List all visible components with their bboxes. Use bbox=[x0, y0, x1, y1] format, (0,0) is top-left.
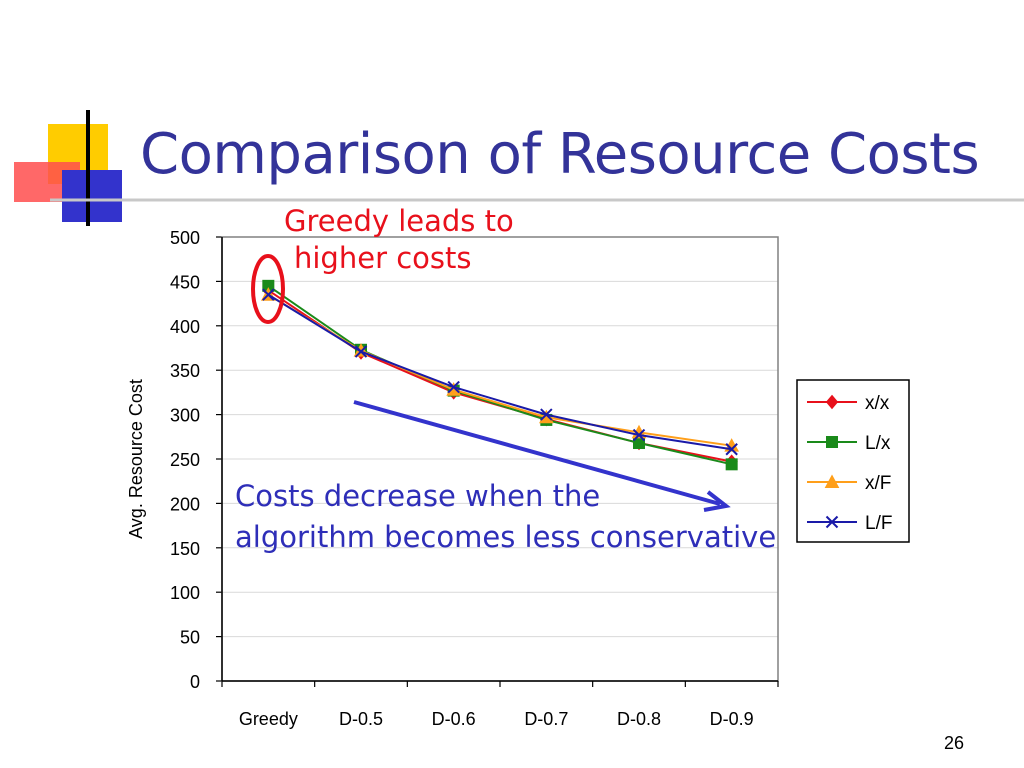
x-tick-label: D-0.6 bbox=[432, 709, 476, 729]
plot-area: 0 50 100 150 200 250 300 350 400 450 500 Greedy D-0.… bbox=[126, 228, 779, 729]
data-point bbox=[354, 345, 368, 358]
greedy-annotation-line-1: Greedy leads to bbox=[284, 204, 514, 238]
y-axis-label: Avg. Resource Cost bbox=[126, 379, 146, 539]
cost-decrease-line-1: Costs decrease when the bbox=[235, 479, 601, 513]
cost-decrease-line-2: algorithm becomes less conservative bbox=[235, 520, 777, 554]
slide-number: 26 bbox=[943, 733, 964, 753]
legend-label: L/x bbox=[865, 433, 891, 454]
data-point bbox=[632, 428, 646, 442]
y-tick-label: 250 bbox=[170, 450, 200, 470]
legend-label: x/x bbox=[865, 393, 890, 414]
legend-item: L/F bbox=[807, 513, 892, 534]
data-point bbox=[725, 443, 738, 456]
x-tick-label: D-0.9 bbox=[710, 709, 754, 729]
legend-marker bbox=[825, 394, 839, 410]
marker-stroke bbox=[540, 408, 553, 421]
data-point bbox=[262, 288, 275, 301]
legend-item: x/x bbox=[807, 393, 890, 414]
legend-item: L/x bbox=[807, 433, 891, 454]
data-point bbox=[540, 408, 553, 421]
greedy-annotation-line-2: higher costs bbox=[294, 241, 472, 275]
greedy-highlight-ellipse bbox=[251, 254, 285, 324]
cost-decrease-annotation: Costs decrease when the algorithm become… bbox=[235, 476, 776, 558]
x-tick-label: D-0.5 bbox=[339, 709, 383, 729]
x-tick-label: D-0.7 bbox=[524, 709, 568, 729]
legend-marker bbox=[824, 474, 840, 488]
legend-item: x/F bbox=[807, 473, 891, 494]
chart-legend: x/x L/x x/F L/F bbox=[796, 379, 910, 543]
y-tick-label: 400 bbox=[170, 317, 200, 337]
marker-stroke bbox=[725, 443, 738, 456]
deco-blue-square bbox=[62, 170, 122, 222]
y-tick-label: 350 bbox=[170, 361, 200, 381]
x-tick-label: Greedy bbox=[239, 709, 298, 729]
series-line bbox=[267, 285, 732, 466]
y-tick-label: 200 bbox=[170, 494, 200, 514]
marker-stroke bbox=[632, 428, 646, 442]
marker-stroke bbox=[825, 515, 839, 529]
y-tick-label: 450 bbox=[170, 272, 200, 292]
title-decoration bbox=[14, 110, 1024, 226]
legend-label: L/F bbox=[865, 513, 892, 534]
legend-label: x/F bbox=[865, 473, 891, 494]
series-line bbox=[267, 293, 732, 451]
y-tick-label: 500 bbox=[170, 228, 200, 248]
legend-marker bbox=[826, 436, 838, 448]
x-tick-label: D-0.8 bbox=[617, 709, 661, 729]
page-title: Comparison of Resource Costs bbox=[140, 122, 980, 187]
y-tick-label: 150 bbox=[170, 539, 200, 559]
y-tick-label: 300 bbox=[170, 406, 200, 426]
trend-arrow bbox=[353, 400, 731, 512]
data-point bbox=[447, 380, 460, 394]
series-L-F bbox=[262, 288, 738, 456]
marker-stroke bbox=[354, 345, 368, 358]
y-tick-label: 50 bbox=[180, 628, 200, 648]
y-tick-label: 0 bbox=[190, 672, 200, 692]
marker-stroke bbox=[447, 380, 460, 394]
data-point bbox=[725, 458, 738, 471]
greedy-annotation: Greedy leads to higher costs bbox=[284, 203, 514, 277]
legend-box bbox=[796, 379, 910, 543]
legend-marker bbox=[825, 515, 839, 529]
y-tick-label: 100 bbox=[170, 583, 200, 603]
marker-stroke bbox=[262, 288, 275, 301]
